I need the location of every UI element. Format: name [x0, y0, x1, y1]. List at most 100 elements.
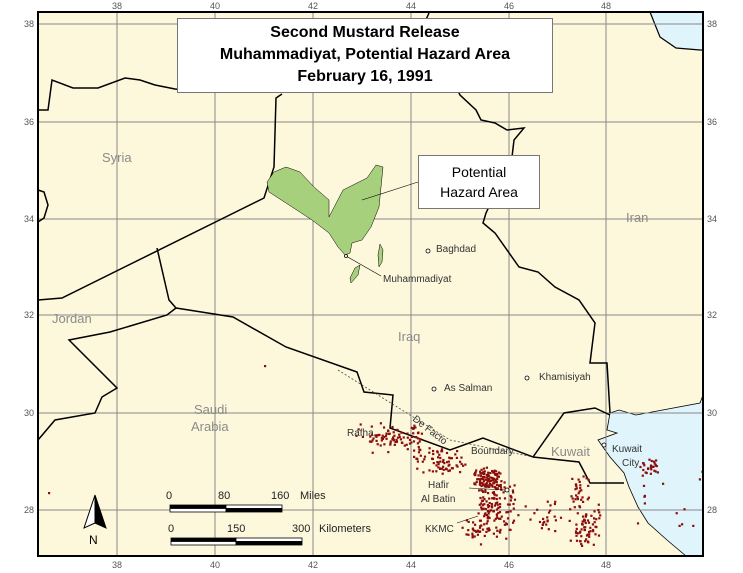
troop-dot [487, 471, 490, 474]
troop-dot [416, 432, 420, 435]
troop-dot [361, 435, 364, 438]
troop-dot [681, 523, 684, 526]
troop-dot [483, 523, 486, 526]
troop-dot [375, 435, 378, 438]
troop-dot [368, 440, 372, 443]
troop-dot [496, 529, 499, 532]
troop-dot [568, 519, 571, 522]
troop-dot [412, 440, 416, 443]
troop-dot [473, 473, 476, 476]
troop-dot [485, 481, 488, 484]
map-title: Second Mustard Release Muhammadiyat, Pot… [177, 18, 553, 93]
troop-dot [579, 531, 582, 534]
troop-dot [597, 509, 600, 512]
troop-dot [389, 443, 392, 446]
troop-dot [581, 544, 584, 547]
troop-dot [484, 489, 487, 492]
troop-dot [585, 477, 588, 480]
troop-dot [492, 471, 495, 474]
troop-dot [486, 527, 489, 530]
troop-dot [498, 511, 502, 514]
turkey-border [38, 77, 186, 111]
troop-dot [508, 485, 512, 488]
troop-dot [493, 469, 496, 472]
troop-dot [498, 505, 502, 509]
troop-dot [584, 515, 587, 518]
troop-dot [643, 502, 646, 505]
troop-dot [546, 520, 549, 523]
troop-dot [585, 534, 589, 537]
troop-dot [377, 434, 380, 437]
troop-dot [648, 458, 651, 461]
troop-dot [495, 494, 498, 497]
troop-dot [482, 507, 485, 510]
troop-dot [476, 478, 479, 481]
troop-dot [559, 516, 563, 519]
troop-dot [652, 460, 656, 463]
troop-dot [587, 478, 590, 481]
label-al-batin: Al Batin [421, 494, 455, 505]
troop-dot [479, 472, 482, 475]
troop-dot [391, 438, 394, 441]
troop-dot [547, 511, 551, 514]
troop-dot [508, 503, 511, 506]
troop-dot [553, 502, 556, 506]
troop-dot [492, 478, 495, 481]
troop-dot [505, 537, 508, 540]
troop-dot [485, 530, 488, 533]
troop-dot [575, 539, 579, 542]
troop-dot [416, 467, 419, 470]
troop-dot [493, 519, 496, 522]
troop-dot [585, 538, 588, 541]
troop-dot [582, 500, 585, 503]
troop-dot [498, 497, 501, 500]
map-frame [37, 11, 704, 557]
troop-dot [495, 483, 498, 487]
troop-dot [662, 482, 665, 485]
troop-dot [391, 425, 394, 429]
lat-tick-left: 28 [24, 505, 34, 515]
troop-dot [408, 438, 412, 441]
troop-dot [486, 475, 489, 478]
troop-dot [485, 466, 488, 469]
label-saudi: Saudi [194, 402, 227, 417]
troop-dot [655, 465, 658, 468]
troop-dot [592, 543, 595, 546]
troop-dot [495, 514, 499, 517]
troop-dot [419, 454, 422, 457]
lat-tick-right: 36 [707, 117, 717, 127]
troop-dot [554, 530, 557, 533]
troop-dot [581, 496, 584, 499]
troop-dot [503, 497, 507, 500]
troop-dot [419, 438, 422, 441]
troop-dot [487, 510, 490, 513]
troop-dot [642, 468, 645, 472]
lon-tick-top: 46 [504, 1, 514, 11]
lon-tick-bottom: 42 [308, 560, 318, 570]
lon-tick-bottom: 46 [504, 560, 514, 570]
scale-miles-0: 0 [166, 490, 173, 502]
potential-hazard-area [266, 164, 384, 284]
troop-dot [487, 492, 490, 495]
troop-dot [473, 535, 476, 538]
troop-dot [489, 472, 492, 475]
troop-dot [575, 531, 578, 534]
label-baghdad: Baghdad [436, 244, 476, 255]
troop-dot [499, 528, 502, 531]
troop-dot [591, 523, 594, 526]
troop-dot [369, 435, 372, 438]
troop-dot [495, 508, 499, 511]
troop-dot [642, 462, 645, 465]
muhammadiyat-marker [344, 254, 348, 258]
troop-dot [392, 436, 395, 439]
troop-dot [490, 502, 493, 506]
troop-dot [497, 506, 500, 509]
troop-dot [459, 471, 462, 474]
troop-dot [500, 515, 503, 518]
troop-dot [460, 462, 463, 466]
troop-dot [471, 534, 474, 537]
troop-dot [651, 465, 654, 468]
troop-dot [486, 503, 489, 507]
troop-dot [383, 436, 386, 439]
troop-dot [371, 451, 374, 454]
